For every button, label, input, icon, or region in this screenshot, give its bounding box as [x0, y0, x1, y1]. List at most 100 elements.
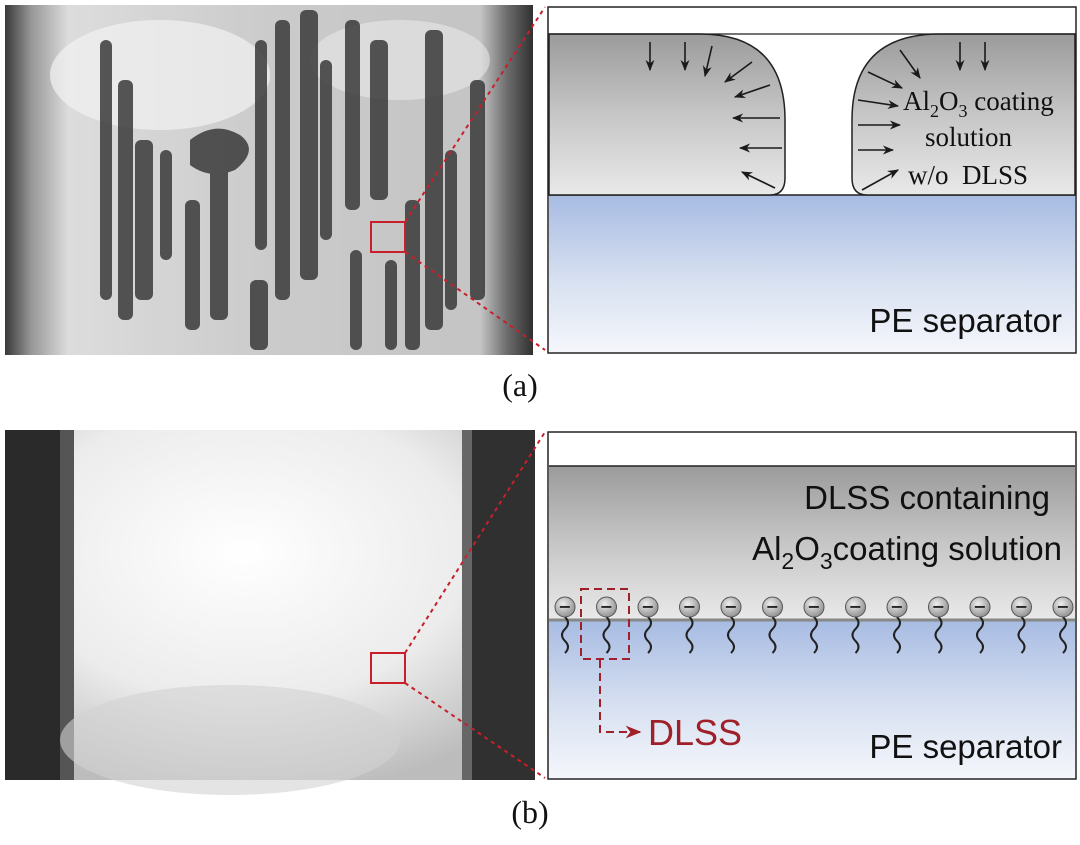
panel-caption-b: (b)	[511, 794, 548, 830]
dlss-head	[803, 596, 825, 618]
dlss-charge: −	[890, 597, 903, 616]
zoom-box-a	[370, 221, 406, 253]
dlss-molecule: −	[886, 596, 908, 654]
dlss-molecule: −	[762, 596, 783, 654]
dlss-head	[720, 596, 742, 618]
defect-streak	[135, 140, 153, 300]
defect-streak	[185, 200, 200, 330]
dlss-head	[928, 596, 949, 618]
dlss-molecule: −	[554, 596, 576, 654]
dlss-tail	[561, 616, 569, 654]
dlss-molecule: −	[845, 596, 866, 654]
dlss-head	[554, 596, 576, 618]
dlss-tail	[1017, 616, 1026, 654]
dlss-head	[637, 596, 659, 618]
dlss-charge: −	[683, 597, 696, 616]
defect-streak	[118, 80, 133, 320]
dlss-tail	[602, 616, 611, 654]
dlss-charge: −	[724, 597, 737, 616]
dlss-charge: −	[766, 597, 779, 616]
dlss-head	[969, 596, 991, 618]
dlss-tail	[727, 616, 735, 654]
defect-blob	[190, 128, 249, 174]
dlss-molecule: −	[928, 596, 949, 654]
dlss-head	[679, 596, 700, 618]
dlss-molecule: −	[803, 596, 825, 654]
dlss-tail	[1059, 616, 1067, 654]
shrink-arrows-right	[857, 42, 990, 191]
dlss-charge: −	[807, 597, 820, 616]
panel-a: Al2O3 coating solution w/o DLSS PE separ…	[5, 5, 1077, 403]
coating-solution-layer	[549, 466, 1075, 620]
panel-caption-a: (a)	[502, 367, 538, 403]
dlss-tail	[893, 616, 901, 654]
defect-streak	[345, 20, 360, 210]
dlss-head	[1052, 596, 1074, 618]
dlss-tail	[810, 616, 818, 654]
defect-streak	[300, 10, 318, 280]
dlss-molecules: − − − − − − − − − − − − −	[554, 596, 1074, 654]
dlss-highlight-box	[580, 588, 630, 660]
dlss-charge: −	[1015, 597, 1028, 616]
dlss-tail	[851, 616, 860, 654]
dlss-molecule: −	[596, 596, 617, 654]
dlss-tail	[768, 616, 777, 654]
dlss-tail	[934, 616, 943, 654]
substrate-label-a: PE separator	[869, 302, 1062, 339]
coating-label-b-line2: Al2O3coating solution	[752, 530, 1062, 574]
dlss-head	[1011, 596, 1032, 618]
defect-streak	[425, 30, 443, 330]
defect-streak	[405, 200, 420, 350]
dlss-molecule: −	[969, 596, 991, 654]
photo-b	[5, 430, 535, 795]
dlss-charge: −	[932, 597, 945, 616]
dlss-molecule: −	[637, 596, 659, 654]
dlss-callout-line	[599, 660, 642, 739]
defect-streak	[470, 80, 485, 300]
dlss-callout-label: DLSS	[648, 712, 742, 753]
dlss-head	[762, 596, 783, 618]
coating-label-line1: Al2O3 coating	[903, 86, 1054, 121]
defect-streak	[370, 40, 388, 200]
dlss-charge: −	[600, 597, 613, 616]
dlss-molecule: −	[1011, 596, 1032, 654]
defect-streak	[385, 260, 397, 350]
pe-separator-layer	[549, 195, 1075, 352]
coating-label-line2: solution	[925, 122, 1013, 152]
coating-defects	[100, 10, 485, 350]
dlss-molecule: −	[1052, 596, 1074, 654]
coating-label-line3: w/o DLSS	[908, 160, 1028, 190]
defect-streak	[100, 40, 112, 300]
zoom-line-a-top	[404, 6, 546, 223]
zoom-box-b	[370, 652, 406, 684]
pe-separator-layer-b	[549, 620, 1075, 778]
coating-solution-left	[548, 33, 786, 196]
defect-streak	[445, 150, 457, 310]
dlss-charge: −	[558, 597, 571, 616]
dlss-tail	[685, 616, 694, 654]
dlss-tail	[644, 616, 652, 654]
dlss-charge: −	[973, 597, 986, 616]
defect-streak	[250, 280, 268, 350]
defect-streak	[160, 150, 172, 260]
dlss-charge: −	[849, 597, 862, 616]
coating-solution-right	[851, 33, 1076, 196]
defect-streak	[350, 250, 362, 350]
dlss-tail	[976, 616, 984, 654]
defect-streak	[320, 60, 332, 240]
schematic-b: − − − − − − − − − − − − − DLSS DLSS containing Al2O3…	[547, 431, 1077, 780]
defect-streak	[275, 20, 290, 300]
substrate-label-b: PE separator	[869, 728, 1062, 765]
dlss-molecule: −	[720, 596, 742, 654]
schematic-a: Al2O3 coating solution w/o DLSS PE separ…	[547, 6, 1077, 354]
dlss-molecule: −	[679, 596, 700, 654]
shrink-arrows-left	[645, 42, 782, 189]
panel-b: − − − − − − − − − − − − − DLSS DLSS containing Al2O3…	[5, 430, 1077, 830]
defect-streak	[255, 40, 267, 250]
dlss-head	[886, 596, 908, 618]
dlss-charge: −	[641, 597, 654, 616]
coating-label-b-line1: DLSS containing	[804, 479, 1050, 516]
dlss-charge: −	[1056, 597, 1069, 616]
zoom-line-b-top	[404, 431, 546, 654]
